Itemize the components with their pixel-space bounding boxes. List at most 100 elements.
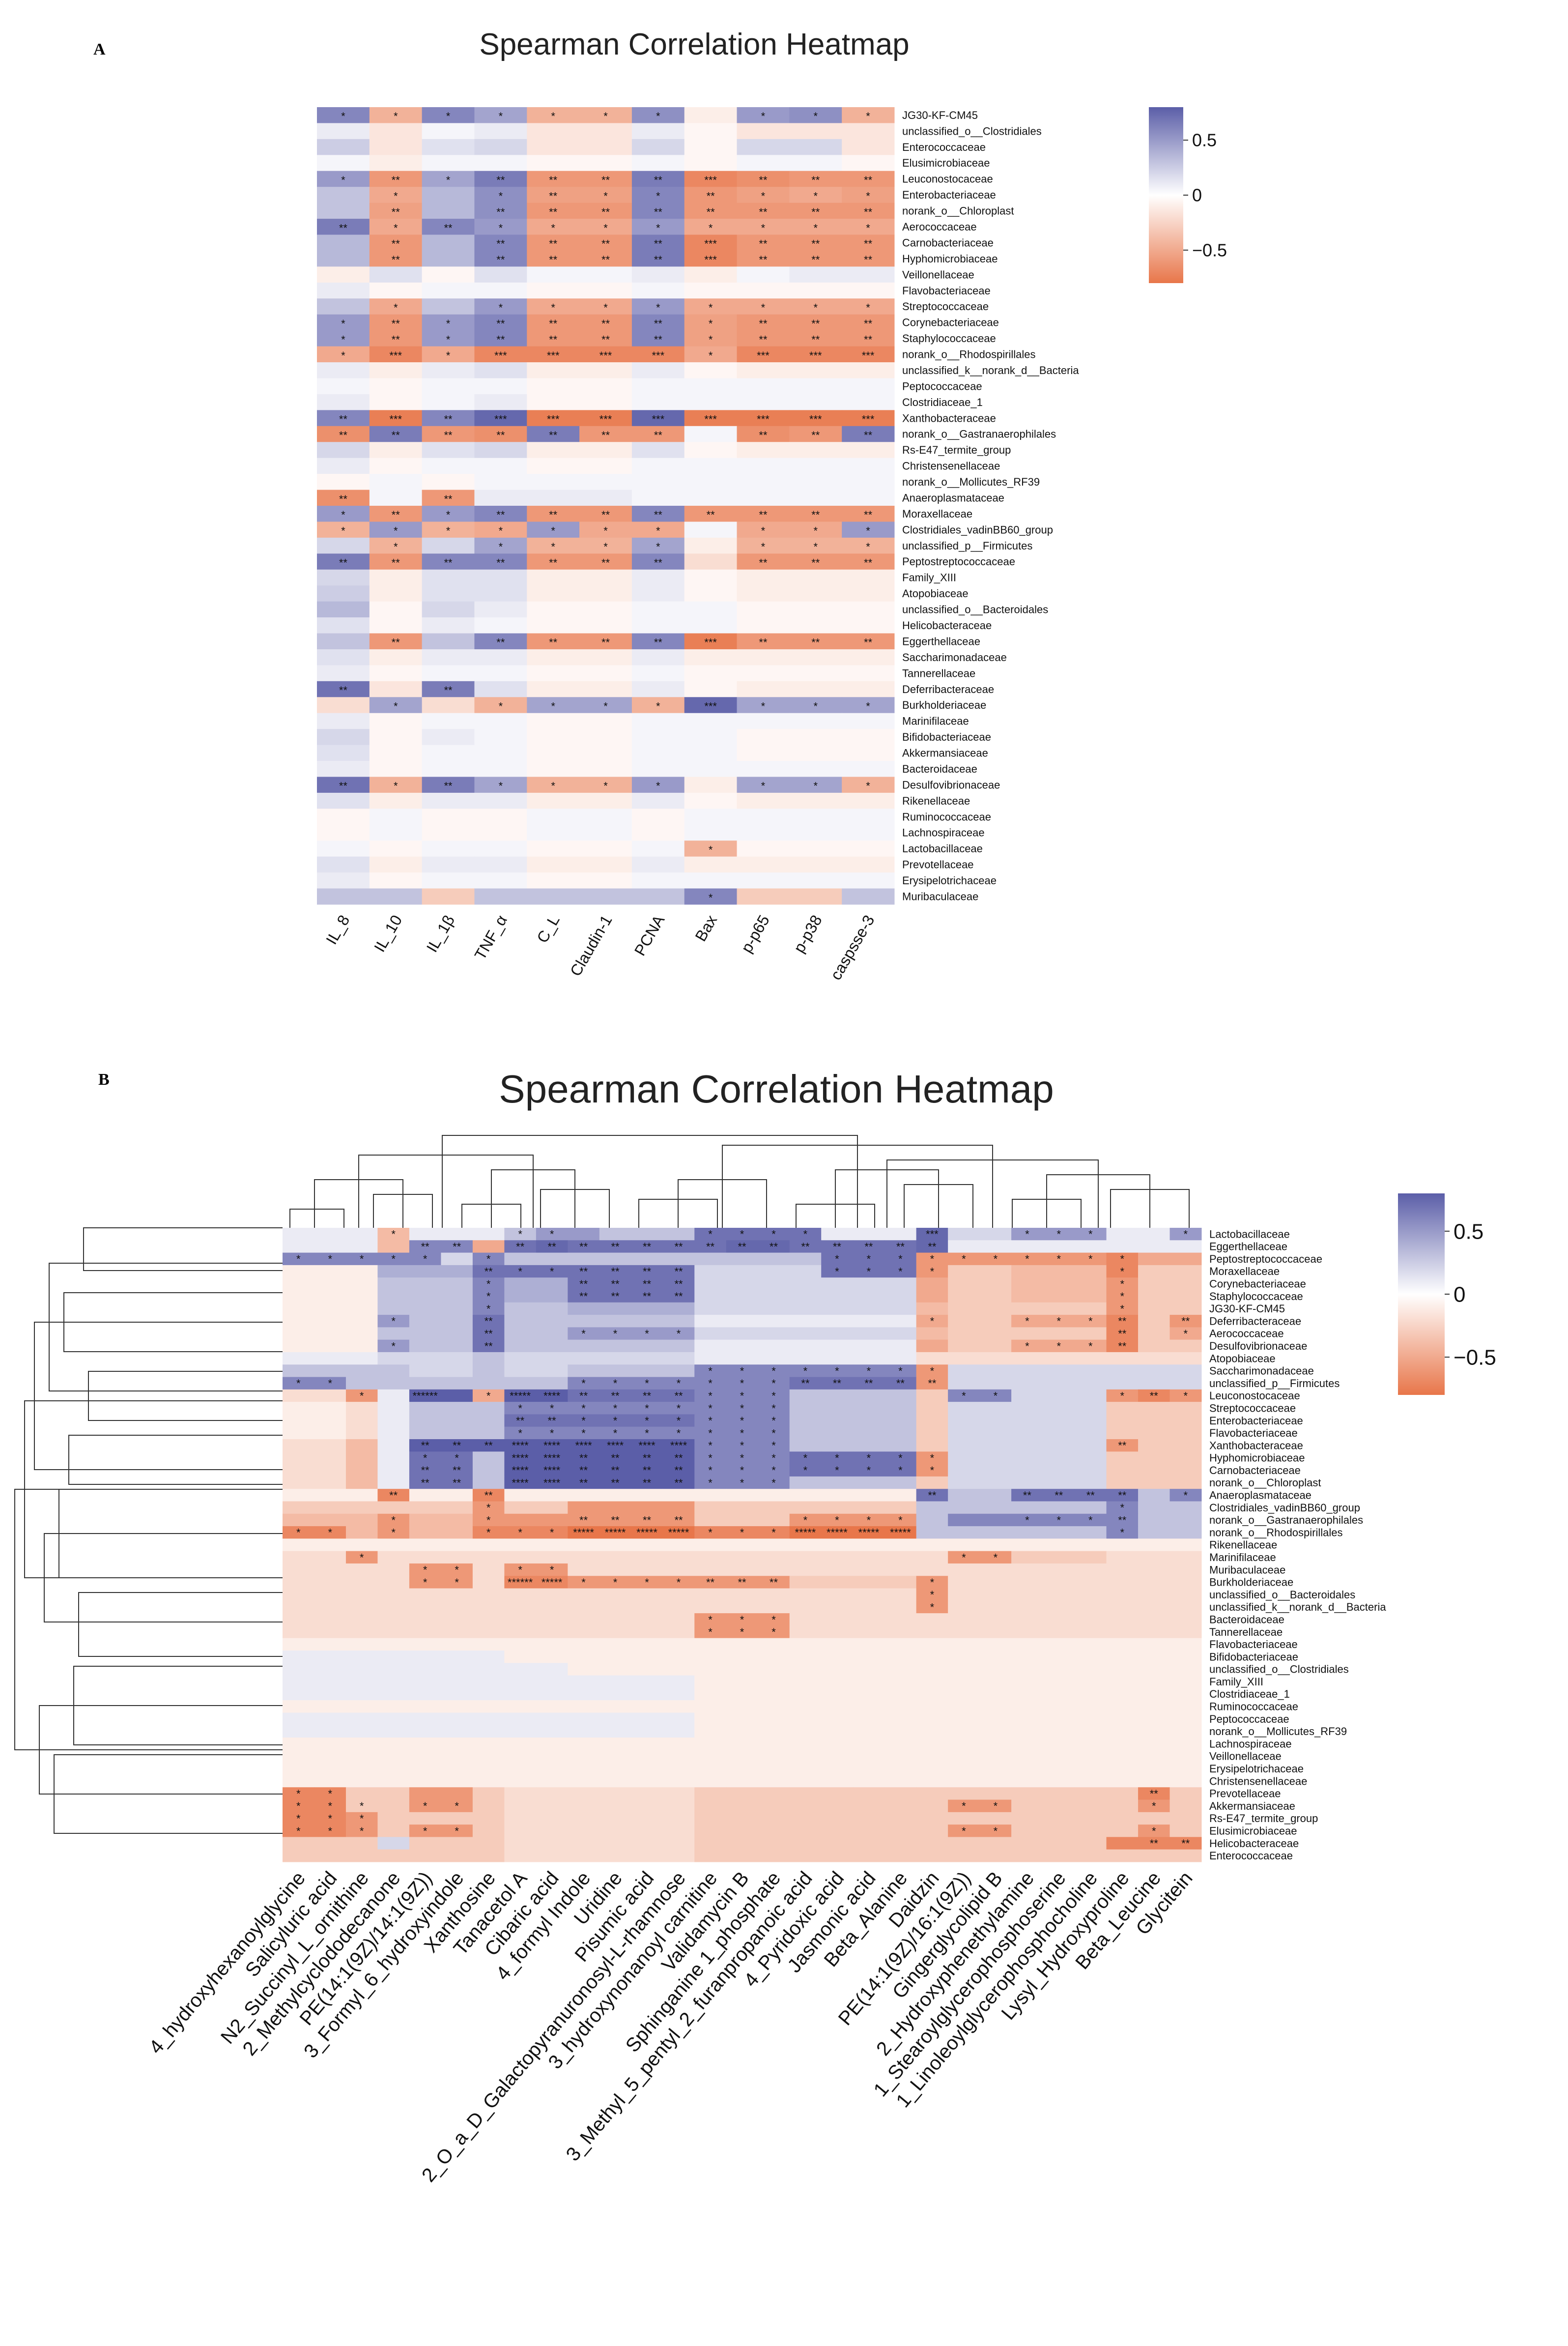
heatmap-cell: [1138, 1352, 1170, 1365]
significance-mark: **: [674, 1278, 683, 1290]
significance-mark: *: [1025, 1340, 1029, 1352]
significance-mark: **: [833, 1241, 842, 1253]
significance-mark: *: [499, 302, 503, 314]
significance-mark: *: [581, 1377, 586, 1390]
heatmap-cell: [317, 649, 370, 666]
significance-mark: *: [328, 1253, 332, 1265]
heatmap-cell: [568, 1451, 600, 1465]
heatmap-cell: [369, 761, 423, 777]
heatmap-cell: [631, 649, 685, 666]
heatmap-cell: [1011, 1787, 1044, 1800]
heatmap-cell: [694, 1849, 727, 1862]
significance-mark: **: [864, 509, 873, 521]
heatmap-cell: [842, 553, 895, 570]
heatmap-cell: [579, 665, 632, 682]
heatmap-cell: [789, 442, 842, 459]
heatmap-cell: [317, 362, 370, 378]
heatmap-cell: [504, 1339, 537, 1353]
heatmap-cell: [853, 1265, 885, 1278]
row-label: Atopobiaceae: [902, 587, 969, 600]
significance-mark: **: [392, 509, 400, 521]
heatmap-cell: [662, 1837, 695, 1850]
heatmap-cell: [842, 617, 895, 634]
significance-mark: *: [813, 780, 818, 792]
row-label: Xanthobacteraceae: [902, 412, 996, 424]
heatmap-cell: [536, 1414, 568, 1427]
row-dendrogram-branch: [34, 1322, 283, 1470]
significance-mark: **: [549, 254, 558, 266]
heatmap-cell: [737, 490, 790, 506]
heatmap-cell: [283, 1377, 314, 1390]
heatmap-cell: [369, 872, 423, 889]
heatmap-cell: [694, 1464, 727, 1477]
heatmap-cell: [1043, 1439, 1075, 1452]
heatmap-cell: [1106, 1489, 1139, 1502]
heatmap-cell: [979, 1663, 1012, 1676]
heatmap-cell: [662, 1439, 695, 1452]
heatmap-cell: [1043, 1302, 1075, 1315]
significance-mark: *: [835, 1514, 839, 1526]
heatmap-cell: [345, 1389, 378, 1402]
heatmap-cell: [1011, 1576, 1044, 1589]
heatmap-cell: [536, 1513, 568, 1527]
heatmap-cell: [1106, 1825, 1139, 1837]
heatmap-cell: [1011, 1277, 1044, 1290]
significance-mark: *: [866, 525, 870, 537]
heatmap-cell: [441, 1600, 473, 1614]
significance-mark: *: [551, 700, 555, 713]
heatmap-cell: [737, 649, 790, 666]
heatmap-cell: [948, 1265, 980, 1278]
heatmap-cell: [409, 1551, 441, 1564]
heatmap-cell: [579, 123, 632, 140]
heatmap-cell: [737, 458, 790, 474]
significance-mark: *: [740, 1402, 744, 1415]
heatmap-cell: [317, 729, 370, 746]
significance-mark: *: [898, 1464, 903, 1477]
heatmap-cell: [504, 1402, 537, 1415]
heatmap-cell: [422, 729, 475, 746]
column-label: Bax: [691, 912, 720, 945]
heatmap-cell: [377, 1228, 410, 1241]
heatmap-cell: [758, 1389, 790, 1402]
heatmap-cell: [474, 314, 527, 331]
heatmap-cell: [948, 1439, 980, 1452]
heatmap-cell: [1075, 1738, 1107, 1750]
heatmap-cell: [631, 569, 685, 586]
row-label: Helicobacteraceae: [902, 619, 992, 632]
heatmap-cell: [409, 1439, 441, 1452]
heatmap-cell: [979, 1700, 1012, 1713]
heatmap-cell: [377, 1600, 410, 1614]
heatmap-cell: [853, 1277, 885, 1290]
row-dendrogram-branch: [14, 1489, 283, 1750]
column-dendrogram-branch: [358, 1155, 534, 1228]
significance-mark: *: [341, 525, 345, 537]
heatmap-cell: [726, 1825, 758, 1837]
heatmap-cell: [631, 1364, 663, 1378]
heatmap-cell: [422, 824, 475, 841]
panel-b-letter: B: [98, 1071, 110, 1089]
significance-mark: **: [392, 174, 400, 186]
row-label: Burkholderiaceae: [1209, 1576, 1293, 1589]
heatmap-cell: [536, 1762, 568, 1775]
heatmap-cell: [377, 1725, 410, 1738]
heatmap-cell: [789, 139, 842, 155]
heatmap-cell: [314, 1799, 346, 1813]
heatmap-cell: [821, 1600, 854, 1614]
heatmap-cell: [441, 1774, 473, 1788]
heatmap-cell: [726, 1799, 758, 1813]
heatmap-cell: [631, 506, 685, 522]
significance-mark: **: [759, 254, 768, 266]
heatmap-cell: [948, 1738, 980, 1750]
heatmap-cell: [579, 745, 632, 761]
heatmap-cell: [472, 1526, 505, 1539]
heatmap-cell: [474, 649, 527, 666]
heatmap-cell: [317, 394, 370, 410]
heatmap-cell: [527, 601, 580, 618]
significance-mark: *: [994, 1825, 998, 1837]
heatmap-cell: [1106, 1675, 1139, 1688]
heatmap-cell: [1075, 1638, 1107, 1651]
heatmap-cell: [789, 1501, 822, 1514]
heatmap-cell: [377, 1837, 410, 1850]
significance-mark: **: [516, 1415, 525, 1427]
heatmap-cell: [474, 187, 527, 203]
